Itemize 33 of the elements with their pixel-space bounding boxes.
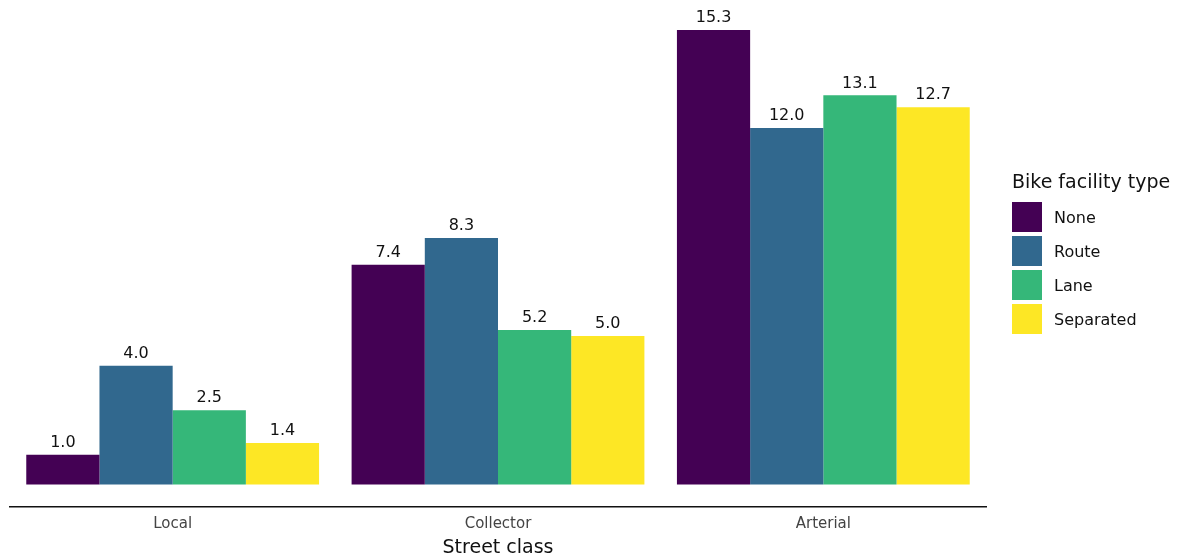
data-label: 5.2 xyxy=(521,307,548,327)
legend-title: Bike facility type xyxy=(1012,170,1171,192)
x-axis-title: Street class xyxy=(442,534,554,557)
data-label: 12.0 xyxy=(768,105,805,125)
bar xyxy=(571,335,645,485)
legend-label: Lane xyxy=(1054,275,1093,295)
x-tick-label: Local xyxy=(153,514,193,533)
bar xyxy=(351,264,425,485)
data-label: 2.5 xyxy=(196,387,222,407)
data-label: 1.0 xyxy=(50,431,76,451)
data-label: 8.3 xyxy=(448,215,475,235)
data-label: 12.7 xyxy=(915,84,951,104)
legend-label: Route xyxy=(1054,241,1101,261)
data-label: 5.0 xyxy=(595,313,621,333)
bar xyxy=(424,237,498,485)
bar xyxy=(172,410,246,485)
bar xyxy=(896,107,970,485)
data-label: 15.3 xyxy=(695,7,732,27)
bar xyxy=(676,30,751,485)
bar xyxy=(99,365,173,485)
x-tick-label: Collector xyxy=(464,514,533,533)
bar xyxy=(245,442,320,485)
data-label: 13.1 xyxy=(842,72,878,92)
bar xyxy=(823,95,897,485)
data-label: 7.4 xyxy=(375,241,401,261)
bar xyxy=(750,128,824,485)
legend-label: None xyxy=(1054,207,1096,227)
x-tick-label: Arterial xyxy=(795,514,851,533)
bar xyxy=(26,454,100,485)
data-label: 4.0 xyxy=(123,342,149,362)
data-label: 1.4 xyxy=(269,420,296,440)
bar xyxy=(498,330,572,485)
legend-label: Separated xyxy=(1054,309,1137,329)
